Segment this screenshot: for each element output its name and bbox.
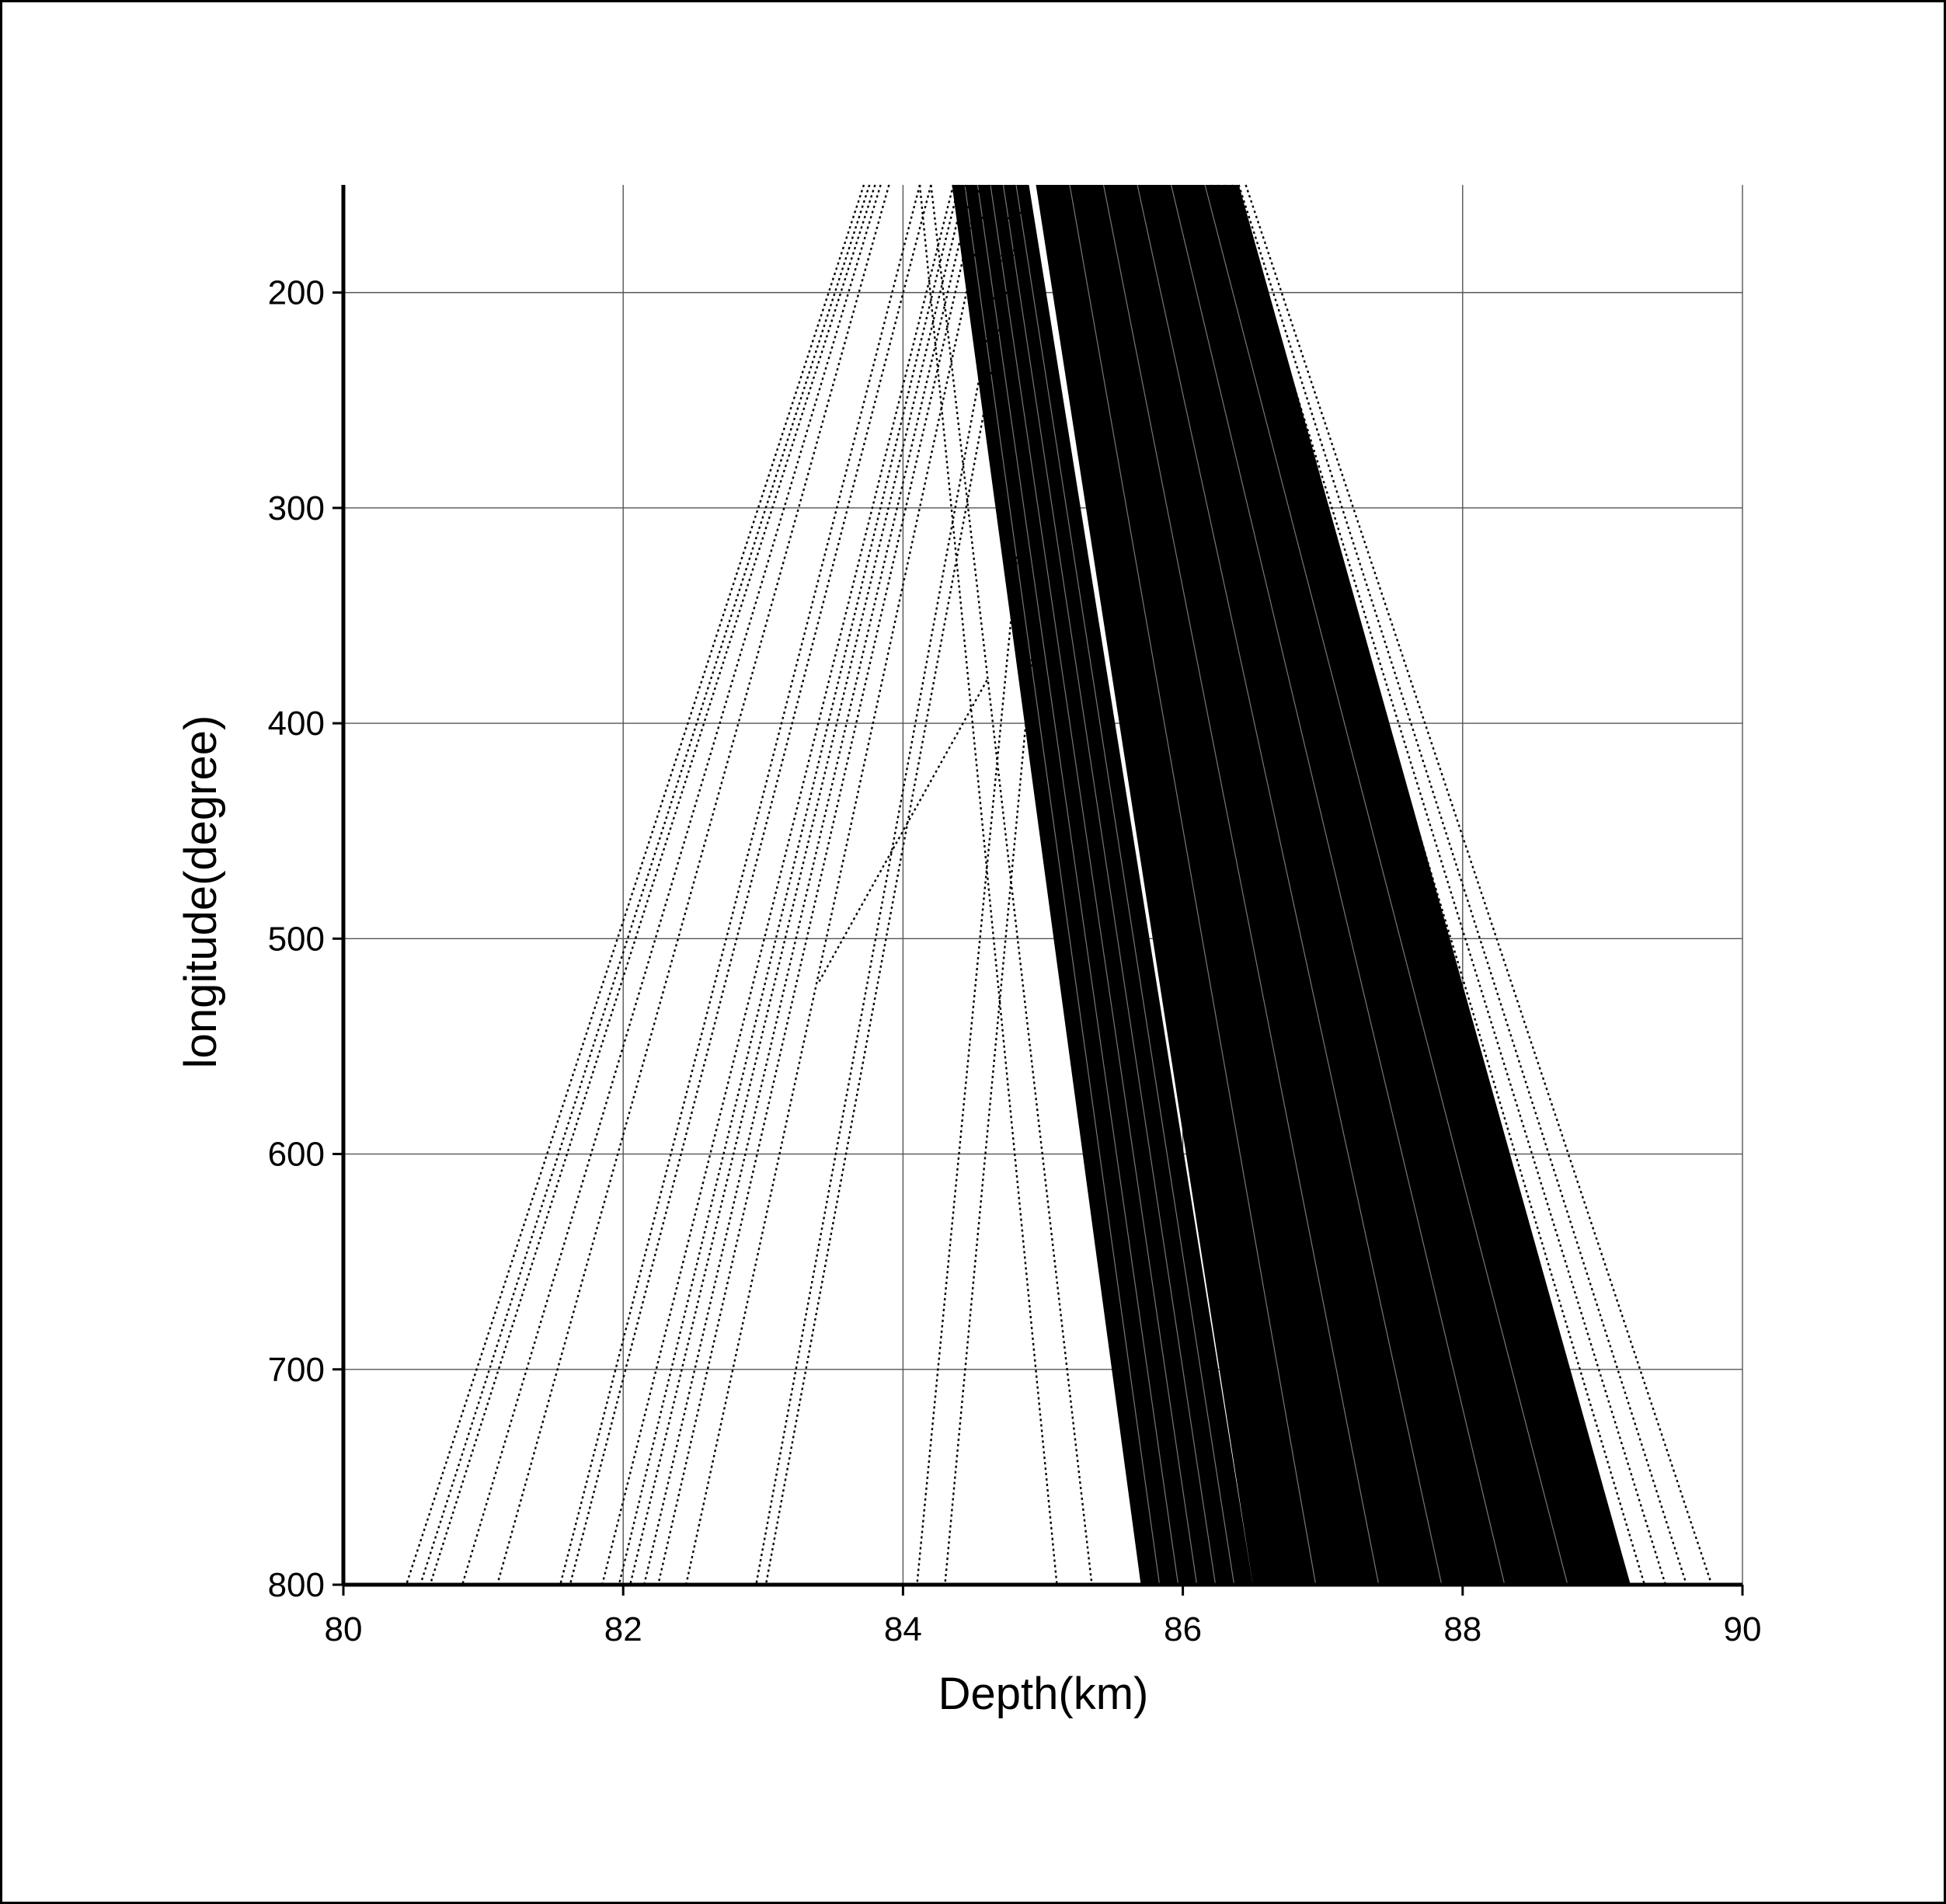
trace-line (1245, 184, 1713, 1586)
trace-line (643, 184, 974, 1586)
trace-line (944, 615, 1037, 1586)
trace-line (559, 184, 921, 1586)
trace-line (429, 184, 876, 1586)
band-streak (1171, 184, 1506, 1586)
trace-line (764, 184, 1028, 1586)
trace-line (569, 184, 932, 1586)
x-tick-label: 90 (1724, 1610, 1762, 1648)
band-streak (964, 184, 1161, 1586)
trace-line (918, 184, 1058, 1586)
trace-line (405, 184, 865, 1586)
axes (341, 185, 1742, 1587)
dense-band (1036, 185, 1631, 1585)
trace-line (657, 184, 981, 1586)
x-tick-label: 82 (604, 1610, 642, 1648)
trace-line (916, 507, 1023, 1586)
trace-line (1238, 184, 1688, 1586)
band-streak (1137, 184, 1443, 1586)
trace-line (1210, 184, 1590, 1586)
trace-line (629, 184, 967, 1586)
trace-line (601, 184, 955, 1586)
band-streak (1002, 184, 1217, 1586)
y-axis-title: longitude(degree) (176, 715, 226, 1069)
x-tick-label: 80 (325, 1610, 363, 1648)
band-streak (1102, 184, 1380, 1586)
trace-line (419, 184, 871, 1586)
y-tick-label: 600 (268, 1136, 325, 1174)
y-tick-label: 700 (268, 1351, 325, 1389)
band-streak (1069, 184, 1317, 1586)
trace-line (618, 184, 960, 1586)
band-streak (990, 184, 1198, 1586)
band-streak (1204, 184, 1568, 1586)
trace-line (755, 184, 1016, 1586)
x-tick-label: 84 (884, 1610, 922, 1648)
traces (405, 184, 1713, 1586)
band-streak (1015, 184, 1235, 1586)
trace-line (1224, 184, 1646, 1586)
dense-bands (952, 184, 1631, 1586)
trace-line (1217, 184, 1618, 1586)
dense-band (952, 185, 1253, 1585)
x-tick-label: 86 (1164, 1610, 1202, 1648)
trace-line (461, 184, 882, 1586)
band-streak (976, 184, 1179, 1586)
y-tick-label: 500 (268, 920, 325, 958)
y-tick-label: 200 (268, 274, 325, 312)
y-tick-label: 400 (268, 705, 325, 743)
x-axis-title: Depth(km) (938, 1669, 1149, 1719)
x-tick-label: 88 (1443, 1610, 1481, 1648)
y-tick-label: 300 (268, 489, 325, 527)
y-tick-label: 800 (268, 1566, 325, 1604)
trace-line (930, 184, 1093, 1586)
ticks: 80 82 84 86 88 90 200 300 400 500 600 700 800 (268, 274, 1762, 1648)
